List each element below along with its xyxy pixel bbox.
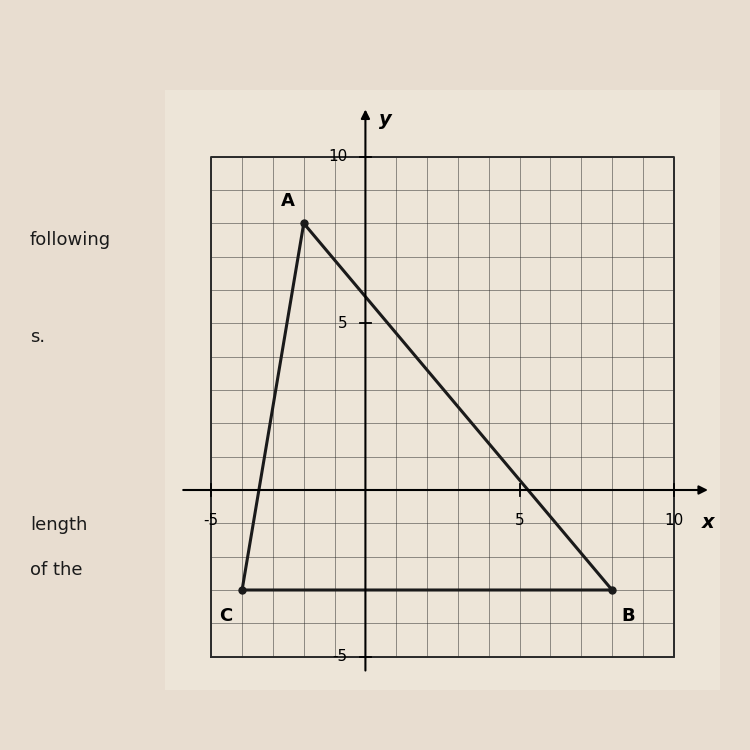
- Text: length: length: [30, 516, 87, 534]
- Text: -5: -5: [332, 650, 347, 664]
- Text: B: B: [621, 607, 635, 625]
- Text: y: y: [380, 110, 392, 129]
- Text: C: C: [220, 607, 232, 625]
- Text: -5: -5: [204, 513, 219, 528]
- Text: 5: 5: [514, 513, 524, 528]
- Text: s.: s.: [30, 328, 45, 346]
- Text: of the: of the: [30, 561, 82, 579]
- Text: x: x: [701, 513, 714, 532]
- Text: following: following: [30, 231, 111, 249]
- Text: 10: 10: [328, 149, 347, 164]
- Text: 10: 10: [664, 513, 683, 528]
- Text: A: A: [280, 192, 295, 210]
- Text: 5: 5: [338, 316, 347, 331]
